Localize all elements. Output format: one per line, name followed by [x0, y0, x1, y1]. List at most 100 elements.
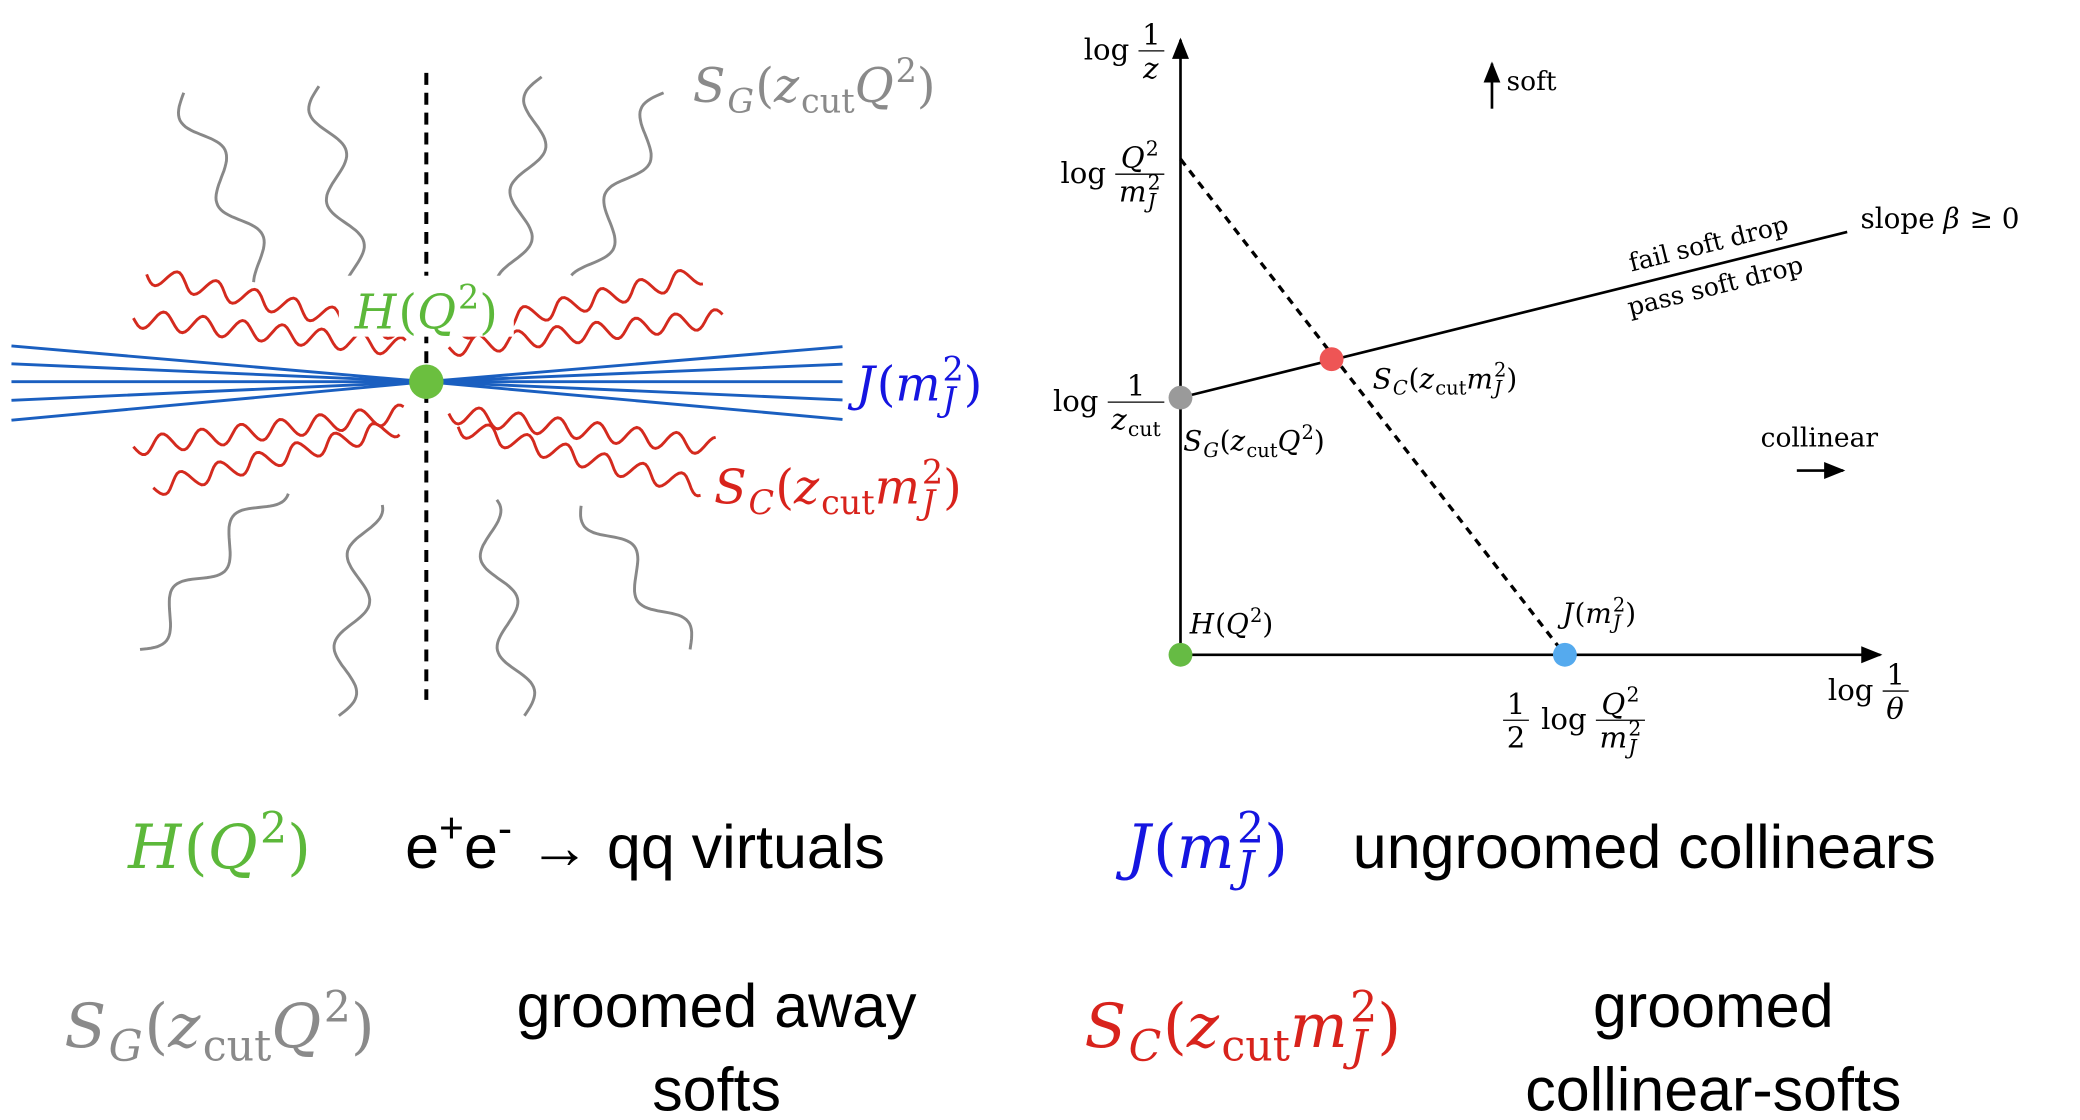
formula-part: S: [64, 991, 106, 1062]
formula-part: ): [943, 461, 962, 516]
legend-text: groomed away: [517, 972, 917, 1040]
formula-part: m: [895, 357, 940, 412]
formula-part: ): [351, 991, 375, 1062]
formula-part: Q: [417, 286, 456, 341]
formula-part: 1: [1127, 369, 1146, 403]
soft-collinear-gluon: [458, 425, 700, 496]
mass-line: [1180, 159, 1564, 655]
formula-part: Q: [1278, 425, 1301, 458]
formula-part: H: [1189, 608, 1215, 641]
formula-part: (: [398, 286, 417, 341]
formula-part: ): [287, 812, 311, 883]
formula-part: S: [1084, 991, 1126, 1062]
formula-part: (: [1409, 362, 1420, 395]
formula-part: ): [1506, 362, 1517, 395]
sg-point: [1169, 386, 1193, 410]
soft-gluon: [334, 505, 383, 716]
formula-part: cut: [1246, 439, 1277, 462]
formula-part: +: [439, 805, 464, 853]
x-axis-label: log 1θ: [1828, 658, 1909, 726]
legend-text: groomed: [1593, 972, 1834, 1040]
x-tick-label: 12 log Q2m2J: [1503, 683, 1645, 759]
formula-part: Q: [208, 812, 258, 883]
y-tick-label: log 1zcut: [1053, 369, 1164, 441]
y-axis-label: log 1z: [1084, 17, 1165, 85]
formula-part: J: [1557, 597, 1575, 630]
formula-part: 1: [1507, 687, 1526, 721]
formula-part: → qq virtuals: [512, 813, 885, 881]
formula-part: z: [793, 461, 820, 516]
formula-part: ): [917, 59, 936, 114]
formula-part: H: [354, 286, 398, 341]
formula-part: 1: [1142, 17, 1161, 51]
formula-part: G: [109, 1022, 143, 1072]
formula-part: C: [749, 483, 775, 522]
numerator: 1: [1507, 687, 1526, 721]
formula-part: cut: [1221, 1022, 1290, 1072]
j-point: [1553, 643, 1577, 667]
legend-text: softs: [652, 1056, 781, 1120]
formula-part: z: [1110, 403, 1127, 437]
formula-part: S: [1373, 362, 1392, 395]
formula-part: S: [693, 59, 726, 114]
formula-part: (: [1220, 425, 1231, 458]
formula-part: 2: [260, 804, 287, 854]
soft-gluon: [581, 506, 692, 650]
y-tick-label: log Q2m2J: [1060, 137, 1164, 213]
soft-collinear-gluon: [153, 424, 399, 495]
formula-part: J: [847, 357, 878, 412]
formula-part: log: [1060, 156, 1115, 190]
formula-part: ): [1264, 812, 1288, 883]
slope-label: slope β ≥ 0: [1860, 202, 2019, 235]
formula-part: θ: [1886, 691, 1904, 725]
formula-part: (: [1574, 597, 1585, 630]
formula-part: ): [964, 357, 983, 412]
formula-part: Q: [271, 991, 321, 1062]
soft-gluon: [140, 494, 288, 650]
formula-part: cut: [801, 82, 855, 121]
formula-part: ): [479, 286, 498, 341]
formula-part: 1: [1886, 658, 1905, 692]
formula-part: H: [127, 812, 183, 883]
formula-part: (: [184, 812, 208, 883]
formula-part: (: [775, 461, 794, 516]
soft-direction: soft: [1507, 66, 1557, 97]
denominator: 2: [1507, 721, 1526, 755]
formula-part: (: [1153, 812, 1177, 883]
formula-part: (: [755, 59, 774, 114]
denominator: zcut: [1110, 403, 1161, 441]
soft-label: SG(zcutQ2): [693, 51, 936, 121]
formula-part: 2: [1250, 604, 1262, 627]
formula-part: ): [1314, 425, 1325, 458]
legend-text: ungroomed collinears: [1353, 813, 1936, 881]
formula-part: cut: [821, 483, 875, 522]
formula-part: (: [1163, 991, 1187, 1062]
formula-part: z: [167, 991, 201, 1062]
formula-part: m: [875, 461, 920, 516]
formula-part: 2: [896, 51, 917, 90]
formula-part: log: [1084, 33, 1139, 67]
formula-part: S: [1183, 425, 1202, 458]
soft-gluon: [178, 93, 264, 282]
formula-part: Q: [1121, 141, 1145, 175]
formula-part: z: [773, 59, 800, 114]
formula-part: C: [1129, 1022, 1162, 1072]
numerator: 1: [1886, 658, 1905, 692]
formula-part: cut: [1128, 417, 1162, 441]
formula-part: ): [1625, 597, 1636, 630]
formula-part: G: [1203, 439, 1219, 462]
legend-symbol: SG(zcutQ2): [64, 982, 374, 1071]
formula-part: z: [1418, 362, 1434, 395]
formula-part: J: [1115, 812, 1154, 883]
sc-point: [1320, 347, 1344, 371]
denominator: θ: [1886, 691, 1904, 725]
formula-part: ): [1262, 608, 1273, 641]
soft-gluon: [309, 86, 365, 277]
soft-collinear-gluon: [133, 405, 403, 454]
formula-part: C: [1393, 376, 1408, 399]
formula-part: m: [1600, 721, 1628, 755]
